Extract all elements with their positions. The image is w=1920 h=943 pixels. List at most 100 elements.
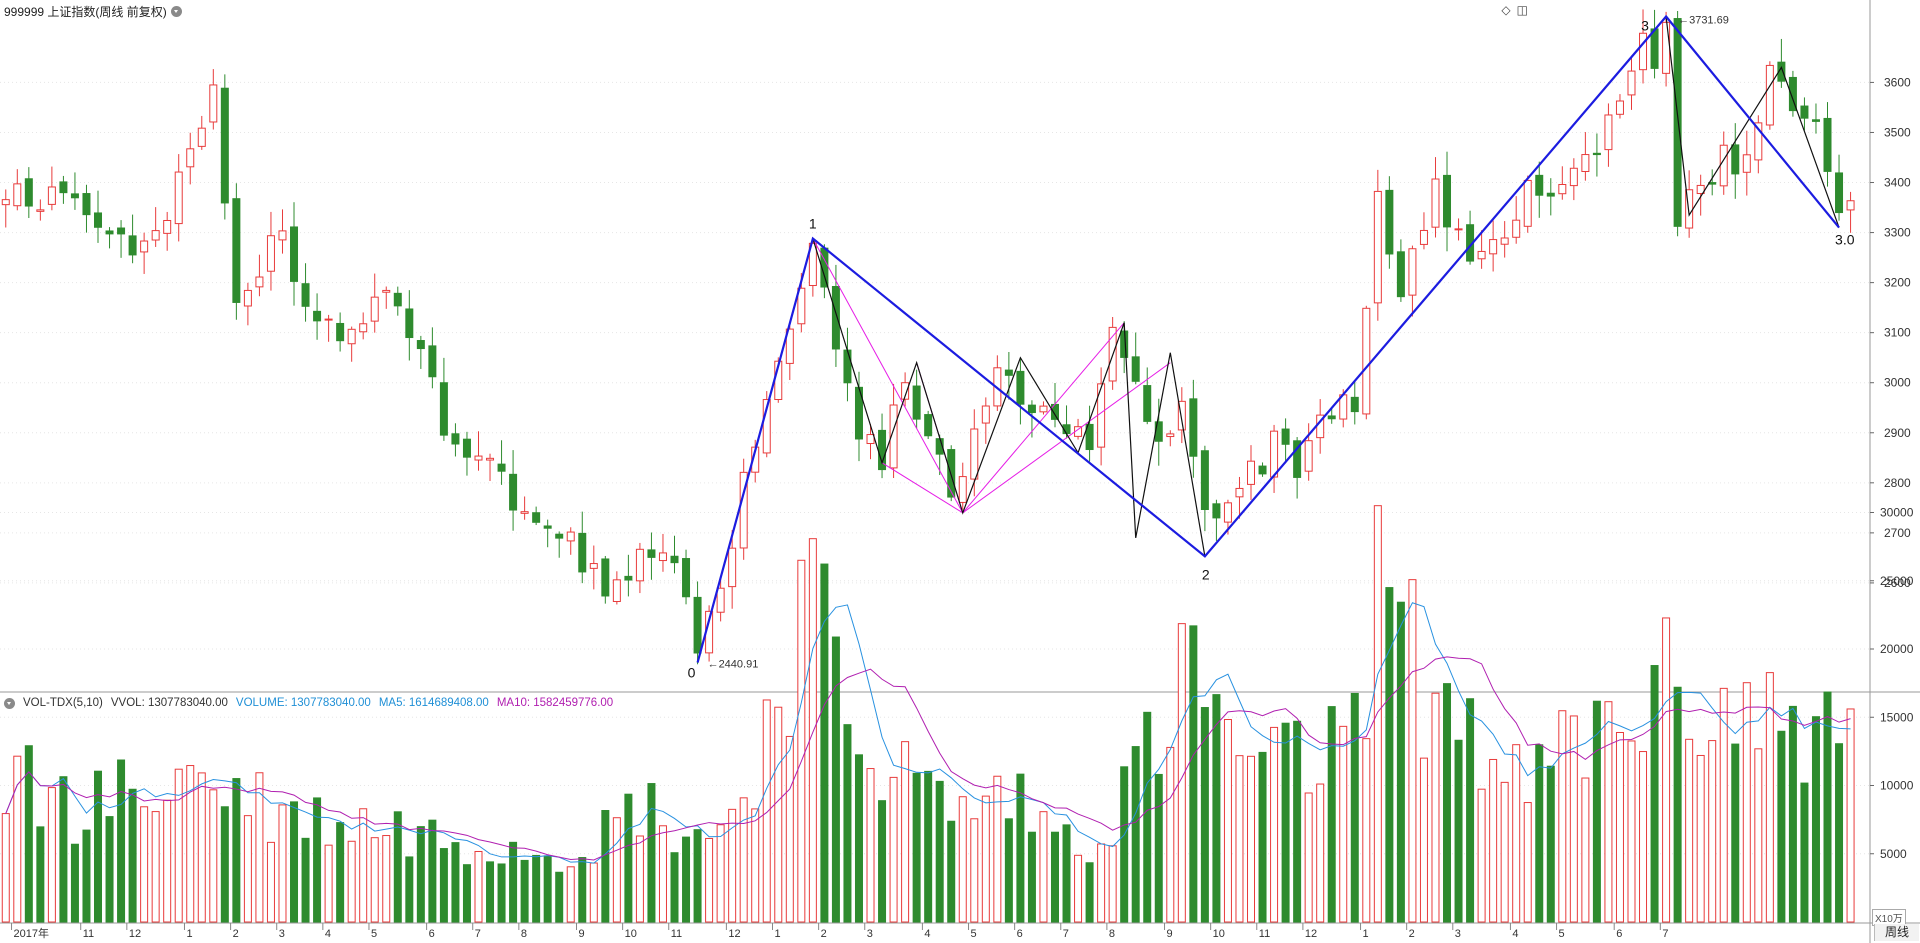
- candle[interactable]: [866, 423, 875, 460]
- volume-bar-up[interactable]: [1662, 617, 1671, 923]
- candle[interactable]: [405, 290, 414, 361]
- candle[interactable]: [439, 357, 448, 441]
- volume-bar-down[interactable]: [693, 829, 702, 923]
- volume-bar-up[interactable]: [612, 817, 621, 923]
- candle[interactable]: [566, 527, 575, 555]
- candle[interactable]: [59, 175, 68, 204]
- candle[interactable]: [589, 545, 598, 590]
- candle[interactable]: [739, 458, 748, 560]
- volume-bar-up[interactable]: [324, 844, 333, 923]
- candle[interactable]: [336, 312, 345, 352]
- volume-bar-down[interactable]: [1823, 691, 1832, 923]
- candle[interactable]: [1131, 332, 1140, 385]
- volume-bar-down[interactable]: [497, 863, 506, 923]
- volume-bar-up[interactable]: [981, 795, 990, 923]
- candle[interactable]: [1200, 445, 1209, 532]
- volume-bar-down[interactable]: [670, 852, 679, 923]
- volume-bar-down[interactable]: [578, 857, 587, 923]
- volume-bar-up[interactable]: [1408, 579, 1417, 923]
- candle[interactable]: [174, 154, 183, 242]
- volume-bar-up[interactable]: [1581, 777, 1590, 923]
- volume-bar-up[interactable]: [958, 796, 967, 923]
- candle[interactable]: [1350, 381, 1359, 425]
- volume-bar-down[interactable]: [220, 806, 229, 923]
- candle[interactable]: [1800, 97, 1809, 131]
- volume-bar-up[interactable]: [716, 824, 725, 923]
- volume-bar-up[interactable]: [197, 772, 206, 923]
- volume-bar-down[interactable]: [1200, 707, 1209, 923]
- volume-bar-up[interactable]: [278, 804, 287, 923]
- volume-bar-down[interactable]: [94, 770, 103, 923]
- candle[interactable]: [1004, 351, 1013, 400]
- volume-bar-up[interactable]: [774, 706, 783, 923]
- volume-bar-down[interactable]: [647, 783, 656, 923]
- volume-bar-up[interactable]: [785, 735, 794, 923]
- candle[interactable]: [958, 462, 967, 510]
- volume-bar-up[interactable]: [474, 850, 483, 923]
- candle[interactable]: [1281, 418, 1290, 464]
- volume-bar-up[interactable]: [1316, 783, 1325, 923]
- volume-bar-down[interactable]: [1143, 711, 1152, 923]
- candle[interactable]: [1765, 61, 1774, 130]
- candle[interactable]: [1823, 102, 1832, 187]
- candle[interactable]: [1085, 405, 1094, 462]
- volume-bar-up[interactable]: [1846, 708, 1855, 923]
- candle[interactable]: [1696, 174, 1705, 216]
- volume-bar-down[interactable]: [117, 759, 126, 923]
- candle[interactable]: [105, 227, 114, 249]
- candle[interactable]: [635, 542, 644, 594]
- candle[interactable]: [428, 327, 437, 389]
- candle[interactable]: [1177, 387, 1186, 444]
- volume-bar-down[interactable]: [1154, 773, 1163, 923]
- volume-bar-down[interactable]: [1085, 862, 1094, 923]
- volume-bar-up[interactable]: [163, 799, 172, 923]
- volume-bar-down[interactable]: [924, 770, 933, 923]
- volume-bar-up[interactable]: [1362, 738, 1371, 923]
- candle[interactable]: [163, 211, 172, 251]
- volume-bar-down[interactable]: [36, 826, 45, 923]
- volume-bar-up[interactable]: [1419, 757, 1428, 923]
- candle[interactable]: [658, 533, 667, 572]
- candle[interactable]: [670, 535, 679, 574]
- volume-bar-down[interactable]: [1546, 765, 1555, 923]
- volume-bar-up[interactable]: [1685, 738, 1694, 923]
- volume-bar-down[interactable]: [935, 780, 944, 923]
- volume-bar-down[interactable]: [105, 816, 114, 923]
- volume-bar-up[interactable]: [993, 775, 1002, 923]
- volume-bar-up[interactable]: [1696, 754, 1705, 923]
- volume-bar-up[interactable]: [1754, 748, 1763, 923]
- volume-bar-down[interactable]: [624, 793, 633, 923]
- candle[interactable]: [1604, 103, 1613, 167]
- volume-bar-up[interactable]: [1569, 715, 1578, 923]
- volume-bar-down[interactable]: [947, 820, 956, 923]
- volume-bar-down[interactable]: [1592, 700, 1601, 923]
- volume-bar-down[interactable]: [1673, 686, 1682, 923]
- candle[interactable]: [1558, 166, 1567, 200]
- candle[interactable]: [255, 254, 264, 297]
- candle[interactable]: [1258, 462, 1267, 477]
- candle[interactable]: [624, 554, 633, 597]
- candle[interactable]: [94, 190, 103, 243]
- candle[interactable]: [1212, 499, 1221, 541]
- candle[interactable]: [1523, 175, 1532, 233]
- candle[interactable]: [1143, 367, 1152, 425]
- volume-bar-up[interactable]: [13, 755, 22, 923]
- volume-bar-down[interactable]: [1835, 743, 1844, 923]
- volume-bar-down[interactable]: [1062, 824, 1071, 923]
- candle[interactable]: [278, 209, 287, 254]
- volume-bar-up[interactable]: [970, 818, 979, 923]
- volume-bar-down[interactable]: [462, 864, 471, 923]
- volume-bar-down[interactable]: [232, 778, 241, 923]
- volume-bar-down[interactable]: [451, 842, 460, 923]
- volume-bar-up[interactable]: [751, 808, 760, 923]
- candle[interactable]: [474, 431, 483, 471]
- volume-bar-up[interactable]: [808, 538, 817, 923]
- candle[interactable]: [359, 312, 368, 340]
- candle[interactable]: [520, 496, 529, 520]
- volume-bar-down[interactable]: [70, 843, 79, 923]
- candle[interactable]: [128, 214, 137, 264]
- volume-bar-up[interactable]: [1270, 726, 1279, 923]
- volume-bar-up[interactable]: [266, 841, 275, 923]
- volume-bar-down[interactable]: [1731, 743, 1740, 923]
- candle[interactable]: [497, 440, 506, 485]
